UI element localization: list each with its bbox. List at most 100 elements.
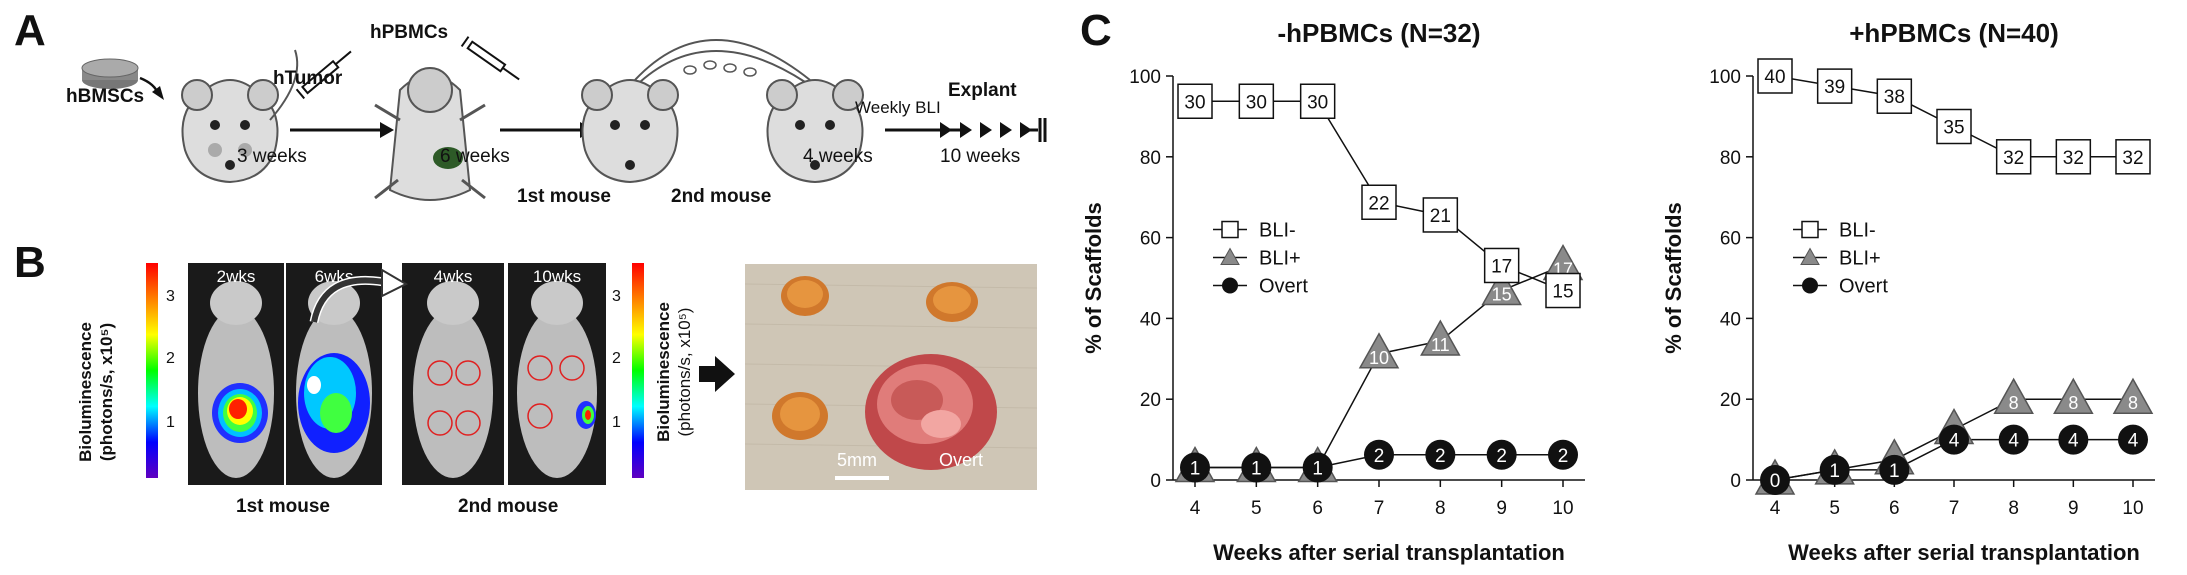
- scale-bar: [835, 476, 889, 480]
- hbmsc-label: hBMSCs: [66, 86, 145, 107]
- data-label: 32: [2122, 148, 2143, 169]
- legend-label: Overt: [1839, 276, 1888, 298]
- legend-label: BLI-: [1839, 220, 1876, 242]
- data-label: 32: [2003, 148, 2024, 169]
- syringe-icon: [295, 50, 352, 100]
- panel-c-letter: C: [1080, 6, 1112, 55]
- legend-circle: [1222, 277, 1238, 294]
- bli-image-10wks: 10wks: [508, 263, 606, 485]
- colorbar-right: [632, 263, 644, 478]
- y-tick-label: 20: [1720, 390, 1741, 411]
- square-marker: 32: [2115, 139, 2151, 175]
- data-label: 35: [1943, 118, 1964, 139]
- caption-second-mouse: 2nd mouse: [458, 496, 559, 517]
- y-tick-label: 0: [1150, 471, 1161, 492]
- chart-title: -hPBMCs (N=32): [1278, 18, 1481, 48]
- colorbar-right-tick: 2: [612, 350, 621, 367]
- data-label: 21: [1430, 206, 1451, 227]
- legend: BLI- BLI+ Overt: [1213, 220, 1308, 298]
- transfer-arc-icon: [634, 39, 811, 81]
- y-tick-label: 100: [1709, 67, 1741, 88]
- y-tick-label: 0: [1730, 471, 1741, 492]
- mouse-bli-photo: [198, 281, 274, 478]
- triangle-marker: 10: [1358, 332, 1400, 369]
- circle-marker: 0: [1760, 465, 1790, 495]
- mouse-bli-photo: [413, 281, 493, 478]
- circle-marker: 1: [1879, 454, 1910, 485]
- data-label: 1: [1312, 458, 1323, 479]
- legend-square: [1221, 220, 1239, 239]
- data-label: 30: [1307, 92, 1328, 113]
- data-label: 22: [1368, 193, 1389, 214]
- y-tick-label: 60: [1720, 229, 1741, 250]
- syringe-icon: [460, 36, 520, 81]
- week-label: 4wks: [433, 267, 473, 286]
- data-label: 8: [2068, 393, 2078, 413]
- square-marker: 35: [1936, 108, 1972, 145]
- x-tick-label: 4: [1190, 498, 1201, 519]
- mouse-bli-photo: [517, 281, 597, 478]
- circle-marker: 2: [1425, 439, 1456, 470]
- scaffold-disc-icon: [81, 58, 139, 89]
- data-label: 1: [1889, 461, 1900, 482]
- x-tick-label: 5: [1251, 498, 1262, 519]
- x-tick-label: 9: [2068, 498, 2079, 519]
- panel-a-letter: A: [14, 6, 46, 55]
- overt-label: Overt: [939, 450, 984, 470]
- legend-label: BLI+: [1839, 248, 1881, 270]
- square-marker: 40: [1757, 58, 1793, 94]
- legend-square: [1801, 220, 1819, 239]
- chart-title: +hPBMCs (N=40): [1849, 18, 2059, 48]
- data-label: 11: [1431, 335, 1450, 355]
- x-tick-label: 6: [1312, 498, 1323, 519]
- data-label: 30: [1246, 92, 1267, 113]
- data-label: 17: [1491, 256, 1512, 277]
- data-label: 1: [1190, 458, 1201, 479]
- y-tick-label: 20: [1140, 390, 1161, 411]
- bli-image-4wks: 4wks: [402, 263, 504, 485]
- y-tick-label: 80: [1140, 148, 1161, 169]
- panel-b-letter: B: [14, 238, 46, 287]
- data-label: 1: [1251, 458, 1262, 479]
- legend-triangle: [1800, 247, 1820, 266]
- circle-marker: 1: [1241, 452, 1272, 483]
- data-label: 2: [1496, 446, 1507, 467]
- mouse-bli-photo: [296, 281, 372, 478]
- explant-label: Explant: [948, 80, 1017, 101]
- data-label: 8: [2009, 393, 2019, 413]
- explant-photo: 5mm Overt: [745, 264, 1037, 490]
- circle-marker: 2: [1548, 439, 1578, 470]
- legend-label: BLI+: [1259, 248, 1301, 270]
- data-label: 4: [1949, 431, 1960, 452]
- data-label: 39: [1824, 77, 1845, 98]
- data-label: 4: [2068, 431, 2079, 452]
- second-mouse-icon: [766, 79, 864, 184]
- data-label: 8: [2128, 393, 2138, 413]
- data-label: 15: [1492, 285, 1512, 305]
- legend-label: BLI-: [1259, 220, 1296, 242]
- legend: BLI- BLI+ Overt: [1793, 220, 1888, 298]
- data-label: 10: [1369, 348, 1389, 368]
- timeline-end-icon: [1020, 118, 1047, 142]
- hpbmc-label: hPBMCs: [370, 22, 449, 43]
- x-tick-label: 7: [1374, 498, 1385, 519]
- caption-first-mouse: 1st mouse: [236, 496, 330, 517]
- data-label: 0: [1770, 471, 1781, 492]
- data-label: 15: [1552, 282, 1573, 303]
- circle-marker: 4: [1998, 424, 2029, 455]
- circle-marker: 4: [1939, 424, 1969, 455]
- first-mouse-label: 1st mouse: [517, 186, 611, 207]
- weeks6-label: 6 weeks: [440, 146, 510, 167]
- data-label: 2: [1435, 446, 1446, 467]
- colorbar-left-tick: 2: [166, 350, 175, 367]
- square-marker: 30: [1299, 83, 1336, 119]
- circle-marker: 1: [1180, 452, 1210, 483]
- weeks4-label: 4 weeks: [803, 146, 873, 167]
- triangle-marker: 11: [1420, 319, 1461, 356]
- square-marker: 32: [2055, 139, 2092, 175]
- week-label: 10wks: [532, 267, 582, 286]
- x-tick-label: 6: [1889, 498, 1900, 519]
- panel-a-schematic: [81, 36, 1032, 201]
- week-label: 2wks: [216, 267, 256, 286]
